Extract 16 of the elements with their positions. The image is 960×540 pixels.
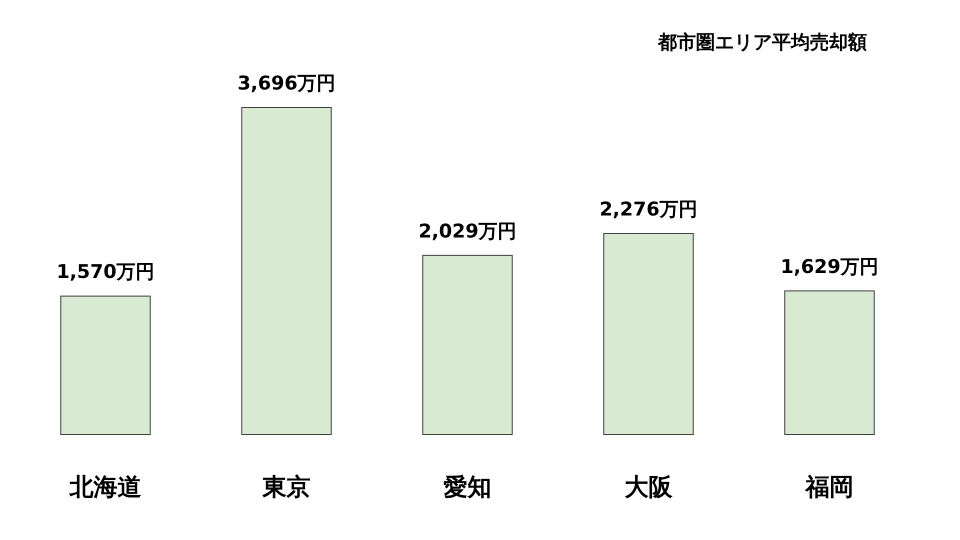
data-label: 2,276万円 (599, 198, 698, 221)
data-label: 1,629万円 (780, 256, 879, 278)
bar (603, 233, 694, 435)
data-label: 2,029万円 (418, 220, 517, 242)
bar (60, 296, 151, 435)
chart-title: 都市圏エリア平均売却額 (657, 32, 867, 54)
bar (422, 254, 513, 435)
x-tick-label: 北海道 (68, 473, 142, 501)
data-label: 3,696万円 (237, 72, 336, 94)
x-tick-label: 東京 (262, 473, 310, 501)
x-tick-label: 大阪 (624, 473, 674, 501)
bar (241, 106, 332, 435)
x-tick-label: 愛知 (444, 473, 492, 501)
x-tick-label: 福岡 (804, 473, 854, 501)
bar (784, 290, 875, 435)
data-label: 1,570万円 (56, 261, 155, 284)
